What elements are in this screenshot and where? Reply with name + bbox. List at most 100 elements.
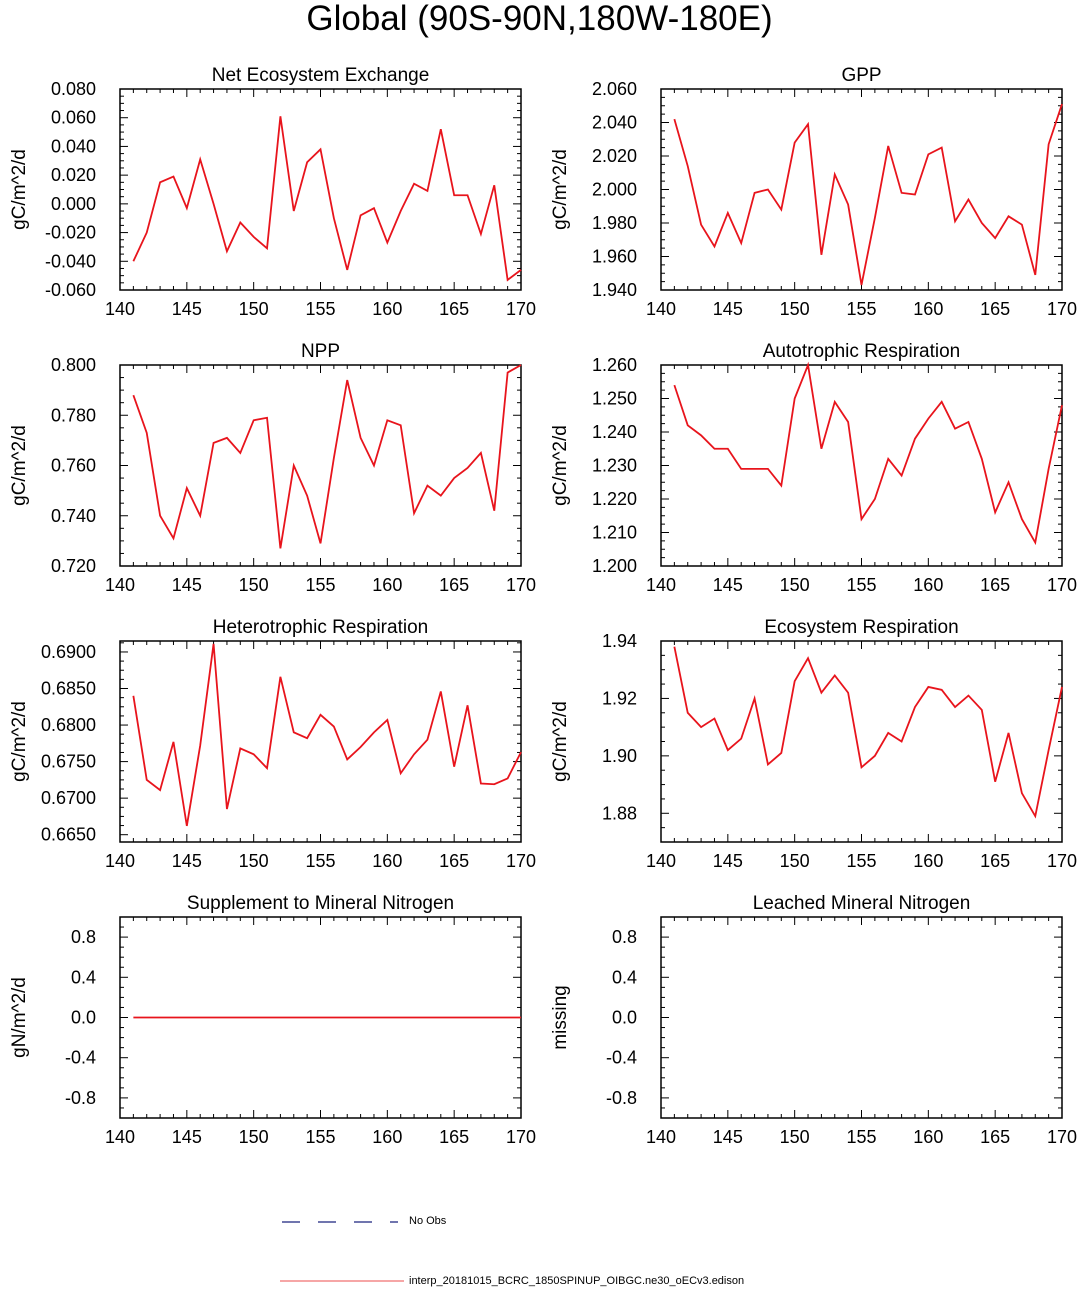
y-axis-label: gC/m^2/d: [9, 701, 30, 782]
x-tick-label: 160: [372, 1127, 402, 1147]
x-tick-label: 145: [713, 575, 743, 595]
y-tick-label: 1.210: [592, 523, 637, 543]
x-tick-label: 145: [172, 299, 202, 319]
y-tick-label: 0.800: [51, 355, 96, 375]
y-tick-label: 0.6900: [41, 642, 96, 662]
chart-title: Supplement to Mineral Nitrogen: [187, 893, 454, 914]
x-tick-label: 170: [1047, 299, 1077, 319]
x-tick-label: 145: [713, 1127, 743, 1147]
y-tick-label: 0.0: [71, 1008, 96, 1028]
x-tick-label: 155: [305, 299, 335, 319]
chart-title: Net Ecosystem Exchange: [212, 65, 430, 86]
y-tick-label: 1.960: [592, 247, 637, 267]
x-tick-label: 150: [239, 299, 269, 319]
x-tick-label: 165: [980, 299, 1010, 319]
plot-frame: [119, 364, 522, 567]
x-tick-label: 165: [439, 851, 469, 871]
x-tick-label: 145: [172, 851, 202, 871]
y-tick-label: 1.90: [602, 746, 637, 766]
x-tick-label: 165: [439, 299, 469, 319]
x-tick-label: 160: [372, 575, 402, 595]
x-tick-label: 150: [239, 1127, 269, 1147]
y-tick-label: -0.8: [606, 1088, 637, 1108]
series-line: [132, 643, 522, 827]
y-tick-label: 2.020: [592, 146, 637, 166]
y-tick-label: 0.060: [51, 108, 96, 128]
y-axis-label: gN/m^2/d: [9, 977, 30, 1058]
panel-npp: NPP gC/m^2/d 140 145 150 155 160 165 170 0.720 0.7…: [9, 341, 536, 595]
y-tick-label: -0.040: [45, 251, 96, 271]
y-tick-label: 2.060: [592, 79, 637, 99]
x-tick-label: 160: [913, 851, 943, 871]
y-tick-label: 0.740: [51, 506, 96, 526]
series-line: [673, 103, 1063, 286]
y-axis-label: gC/m^2/d: [9, 425, 30, 506]
y-tick-label: 0.6850: [41, 679, 96, 699]
x-tick-label: 140: [105, 851, 135, 871]
y-tick-label: 0.080: [51, 79, 96, 99]
y-tick-label: 1.980: [592, 213, 637, 233]
x-tick-label: 150: [780, 851, 810, 871]
y-tick-label: 2.000: [592, 180, 637, 200]
x-tick-label: 160: [913, 299, 943, 319]
x-tick-label: 160: [913, 575, 943, 595]
y-tick-label: -0.4: [65, 1048, 96, 1068]
y-axis-label: gC/m^2/d: [550, 425, 571, 506]
x-tick-label: 170: [506, 299, 536, 319]
panel-supplement-mineral-nitrogen: Supplement to Mineral Nitrogen gN/m^2/d 14…: [9, 893, 536, 1147]
x-tick-label: 160: [372, 299, 402, 319]
legend-noobs-label: No Obs: [409, 1215, 447, 1227]
x-tick-label: 155: [305, 1127, 335, 1147]
x-tick-label: 160: [372, 851, 402, 871]
y-tick-label: 0.780: [51, 405, 96, 425]
y-tick-label: -0.4: [606, 1048, 637, 1068]
x-tick-label: 165: [980, 1127, 1010, 1147]
x-tick-label: 155: [305, 851, 335, 871]
y-tick-label: 0.6750: [41, 752, 96, 772]
panel-ecosystem-respiration: Ecosystem Respiration gC/m^2/d 140 145 150 15…: [550, 617, 1077, 871]
x-tick-label: 150: [780, 1127, 810, 1147]
x-tick-label: 145: [172, 575, 202, 595]
y-tick-label: 1.200: [592, 556, 637, 576]
y-tick-label: 1.88: [602, 803, 637, 823]
panel-autotrophic-respiration: Autotrophic Respiration gC/m^2/d 140 145 150…: [550, 341, 1077, 595]
y-axis-label: gC/m^2/d: [550, 701, 571, 782]
legend-series-label: interp_20181015_BCRC_1850SPINUP_OIBGC.ne…: [409, 1275, 745, 1287]
y-tick-label: 0.8: [612, 927, 637, 947]
x-tick-label: 145: [713, 851, 743, 871]
plot-frame: [660, 88, 1063, 291]
plot-frame: [660, 364, 1063, 567]
x-tick-label: 140: [646, 851, 676, 871]
chart-title: GPP: [841, 65, 881, 86]
y-tick-label: 1.250: [592, 389, 637, 409]
chart-title: Ecosystem Respiration: [764, 617, 958, 638]
y-tick-label: 0.000: [51, 194, 96, 214]
x-tick-label: 170: [506, 851, 536, 871]
x-tick-label: 140: [646, 575, 676, 595]
y-tick-label: 2.040: [592, 113, 637, 133]
plot-frame: [660, 916, 1063, 1119]
y-tick-label: 0.4: [71, 967, 96, 987]
plot-frame: [119, 640, 522, 843]
y-tick-label: -0.8: [65, 1088, 96, 1108]
x-tick-label: 170: [1047, 1127, 1077, 1147]
y-tick-label: 1.230: [592, 456, 637, 476]
x-tick-label: 140: [105, 1127, 135, 1147]
y-tick-label: 1.220: [592, 489, 637, 509]
x-tick-label: 150: [780, 299, 810, 319]
x-tick-label: 170: [506, 575, 536, 595]
y-tick-label: 0.040: [51, 136, 96, 156]
x-tick-label: 140: [105, 575, 135, 595]
chart-title: Leached Mineral Nitrogen: [753, 893, 971, 914]
x-tick-label: 170: [1047, 575, 1077, 595]
y-tick-label: 0.6700: [41, 788, 96, 808]
chart-title: Heterotrophic Respiration: [213, 617, 428, 638]
series-line: [673, 646, 1063, 819]
panel-net-ecosystem-exchange: Net Ecosystem Exchange gC/m^2/d 140 145 150 1…: [9, 65, 536, 319]
y-tick-label: -0.020: [45, 223, 96, 243]
y-tick-label: 0.8: [71, 927, 96, 947]
x-tick-label: 155: [846, 851, 876, 871]
y-axis-label: missing: [550, 985, 571, 1049]
x-tick-label: 165: [439, 1127, 469, 1147]
